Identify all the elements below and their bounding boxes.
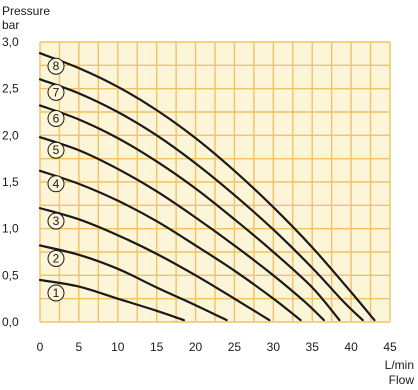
y-tick-label: 2,5 [2,82,19,96]
curve-label-1: 1 [53,286,60,300]
curve-label-4: 4 [53,177,60,191]
x-tick-label: 0 [37,340,44,354]
curve-label-7: 7 [53,85,60,99]
x-tick-label: 10 [111,340,125,354]
y-tick-label: 1,0 [2,222,19,236]
y-tick-label: 3,0 [2,35,19,49]
x-tick-label: 5 [76,340,83,354]
x-tick-label: 35 [306,340,320,354]
curve-label-6: 6 [53,111,60,125]
y-axis-unit: bar [2,18,19,32]
curve-markers: 1 2 3 4 5 6 7 8 [48,58,64,301]
y-axis-ticks: 0,0 0,5 1,0 1,5 2,0 2,5 3,0 [2,35,19,329]
y-tick-label: 2,0 [2,128,19,142]
x-tick-label: 15 [150,340,164,354]
y-tick-label: 0,5 [2,268,19,282]
x-tick-label: 20 [189,340,203,354]
y-tick-label: 0,0 [2,315,19,329]
x-axis-ticks: 0 5 10 15 20 25 30 35 40 45 [37,340,397,354]
curve-label-8: 8 [53,59,60,73]
x-axis-title: Flow [389,373,415,387]
curve-label-3: 3 [53,214,60,228]
x-tick-label: 40 [344,340,358,354]
x-axis-unit: L/min [385,358,414,372]
x-tick-label: 45 [383,340,397,354]
curve-label-2: 2 [53,251,60,265]
x-tick-label: 25 [228,340,242,354]
y-tick-label: 1,5 [2,175,19,189]
y-axis-title: Pressure [2,4,50,18]
curve-label-5: 5 [53,143,60,157]
x-tick-label: 30 [267,340,281,354]
